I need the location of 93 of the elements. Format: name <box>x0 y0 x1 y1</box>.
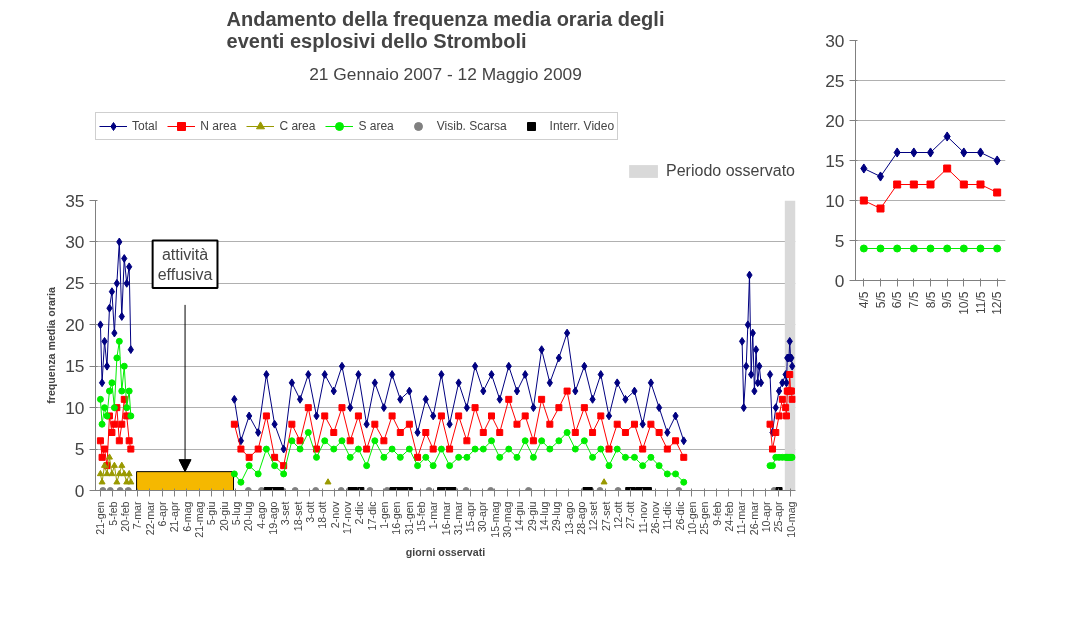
x-tick-label: 10-apr <box>759 501 772 533</box>
x-tick-label: 31-mar <box>451 501 464 536</box>
legend-label: Interr. Video <box>549 119 615 133</box>
y-tick-label: 0 <box>834 270 845 291</box>
x-tick-label: 14-lug <box>538 501 551 532</box>
legend-label: Periodo osservato <box>666 162 795 180</box>
x-tick-label: 12-ott <box>612 501 625 529</box>
x-tick-label: 18-set <box>291 501 304 532</box>
x-tick-label: 3-set <box>279 501 292 526</box>
x-tick-label: 27-set <box>599 501 612 532</box>
x-tick-label: 22-mar <box>143 501 156 536</box>
x-tick-label: 10-gen <box>685 501 698 535</box>
x-tick-label: 17-dic <box>365 500 378 531</box>
x-tick-label: 8/5 <box>923 291 938 309</box>
x-tick-label: 27-ott <box>624 501 637 529</box>
x-tick-label: 20-giu <box>217 501 230 532</box>
x-axis-title: giorni osservati <box>405 545 486 558</box>
x-tick-label: 4/5 <box>856 291 871 309</box>
x-tick-label: 5/5 <box>873 291 888 309</box>
y-tick-label: 20 <box>825 110 845 131</box>
x-tick-label: 26-dic <box>673 500 686 531</box>
x-tick-label: 30-mag <box>501 501 514 538</box>
legend-label: S area <box>358 119 394 133</box>
x-tick-label: 16-gen <box>390 501 403 535</box>
annotation: attività effusiva <box>157 245 213 283</box>
x-tick-label: 21-gen <box>94 501 107 535</box>
x-tick-label: 10-mag <box>784 501 797 538</box>
y-tick-label: 5 <box>834 230 845 251</box>
x-tick-label: 29-lug <box>550 501 563 532</box>
x-tick-label: 11/5 <box>973 291 988 314</box>
x-tick-label: 11-nov <box>636 500 649 534</box>
x-tick-label: 15-feb <box>414 501 427 532</box>
x-tick-label: 11-mar <box>735 501 748 535</box>
x-tick-label: 15-mag <box>488 501 501 538</box>
x-tick-label: 12/5 <box>990 291 1005 315</box>
x-tick-label: 29-giu <box>525 501 538 532</box>
x-tick-label: 25-apr <box>772 501 785 533</box>
legend-label: Visib. Scarsa <box>436 119 507 133</box>
x-tick-label: 17-nov <box>340 500 353 535</box>
x-tick-label: 19-ago <box>266 501 279 535</box>
x-tick-label: 9-feb <box>710 501 723 526</box>
x-tick-label: 20-feb <box>119 501 132 532</box>
x-tick-label: 4-ago <box>254 501 267 529</box>
x-tick-label: 11-dic <box>661 500 674 530</box>
x-tick-label: 7/5 <box>906 291 921 309</box>
x-tick-label: 14-giu <box>513 501 526 532</box>
y-tick-label: 30 <box>65 231 85 252</box>
y-tick-label: 0 <box>74 480 85 501</box>
y-tick-label: 20 <box>65 314 85 335</box>
x-tick-label: 10/5 <box>956 291 971 315</box>
x-tick-label: 20-lug <box>242 501 255 532</box>
legend-label: C area <box>279 119 316 133</box>
x-tick-label: 2-dic <box>353 500 366 525</box>
y-tick-label: 25 <box>65 273 85 294</box>
y-tick-label: 15 <box>65 356 85 377</box>
legend-label: Total <box>132 119 158 133</box>
y-tick-label: 10 <box>65 397 85 418</box>
x-tick-label: 13-ago <box>562 501 575 535</box>
x-tick-label: 1-mar <box>427 501 440 530</box>
y-tick-label: 5 <box>74 439 85 460</box>
x-tick-label: 5-giu <box>205 501 218 526</box>
x-tick-label: 6-apr <box>156 501 169 527</box>
x-tick-label: 1-gen <box>377 501 390 529</box>
x-tick-label: 3-ott <box>303 501 316 523</box>
y-axis-title: frequenza media oraria <box>45 287 58 404</box>
y-tick-label: 30 <box>825 30 845 51</box>
x-tick-label: 12-set <box>587 501 600 532</box>
legend-label: N area <box>200 119 237 133</box>
x-tick-label: 21-mag <box>193 501 206 538</box>
x-tick-label: 2-nov <box>328 500 341 529</box>
x-tick-label: 30-apr <box>476 501 489 533</box>
x-tick-label: 25-gen <box>698 501 711 535</box>
y-tick-label: 15 <box>825 150 845 171</box>
x-tick-label: 26-mar <box>747 501 760 536</box>
y-tick-label: 25 <box>825 70 845 91</box>
x-tick-label: 7-mar <box>131 501 144 530</box>
x-tick-label: 9/5 <box>940 291 955 309</box>
x-tick-label: 5-lug <box>229 501 242 526</box>
x-tick-label: 31-gen <box>402 501 415 535</box>
chart-subtitle: 21 Gennaio 2007 - 12 Maggio 2009 <box>309 63 582 84</box>
x-tick-label: 24-feb <box>722 501 735 532</box>
y-tick-label: 10 <box>825 190 845 211</box>
x-tick-label: 26-nov <box>649 500 662 535</box>
x-tick-label: 18-ott <box>316 501 329 529</box>
x-tick-label: 5-feb <box>106 501 119 526</box>
x-tick-label: 6-mag <box>180 501 193 532</box>
y-tick-label: 35 <box>65 190 85 211</box>
x-tick-label: 16-mar <box>439 501 452 536</box>
x-tick-label: 15-apr <box>464 501 477 533</box>
x-tick-label: 28-ago <box>575 501 588 535</box>
chart-title: Andamento della frequenza media oraria degli eventi esplosivi dello Stromboli <box>226 7 665 52</box>
x-tick-label: 21-apr <box>168 501 181 533</box>
x-tick-label: 6/5 <box>890 291 905 309</box>
